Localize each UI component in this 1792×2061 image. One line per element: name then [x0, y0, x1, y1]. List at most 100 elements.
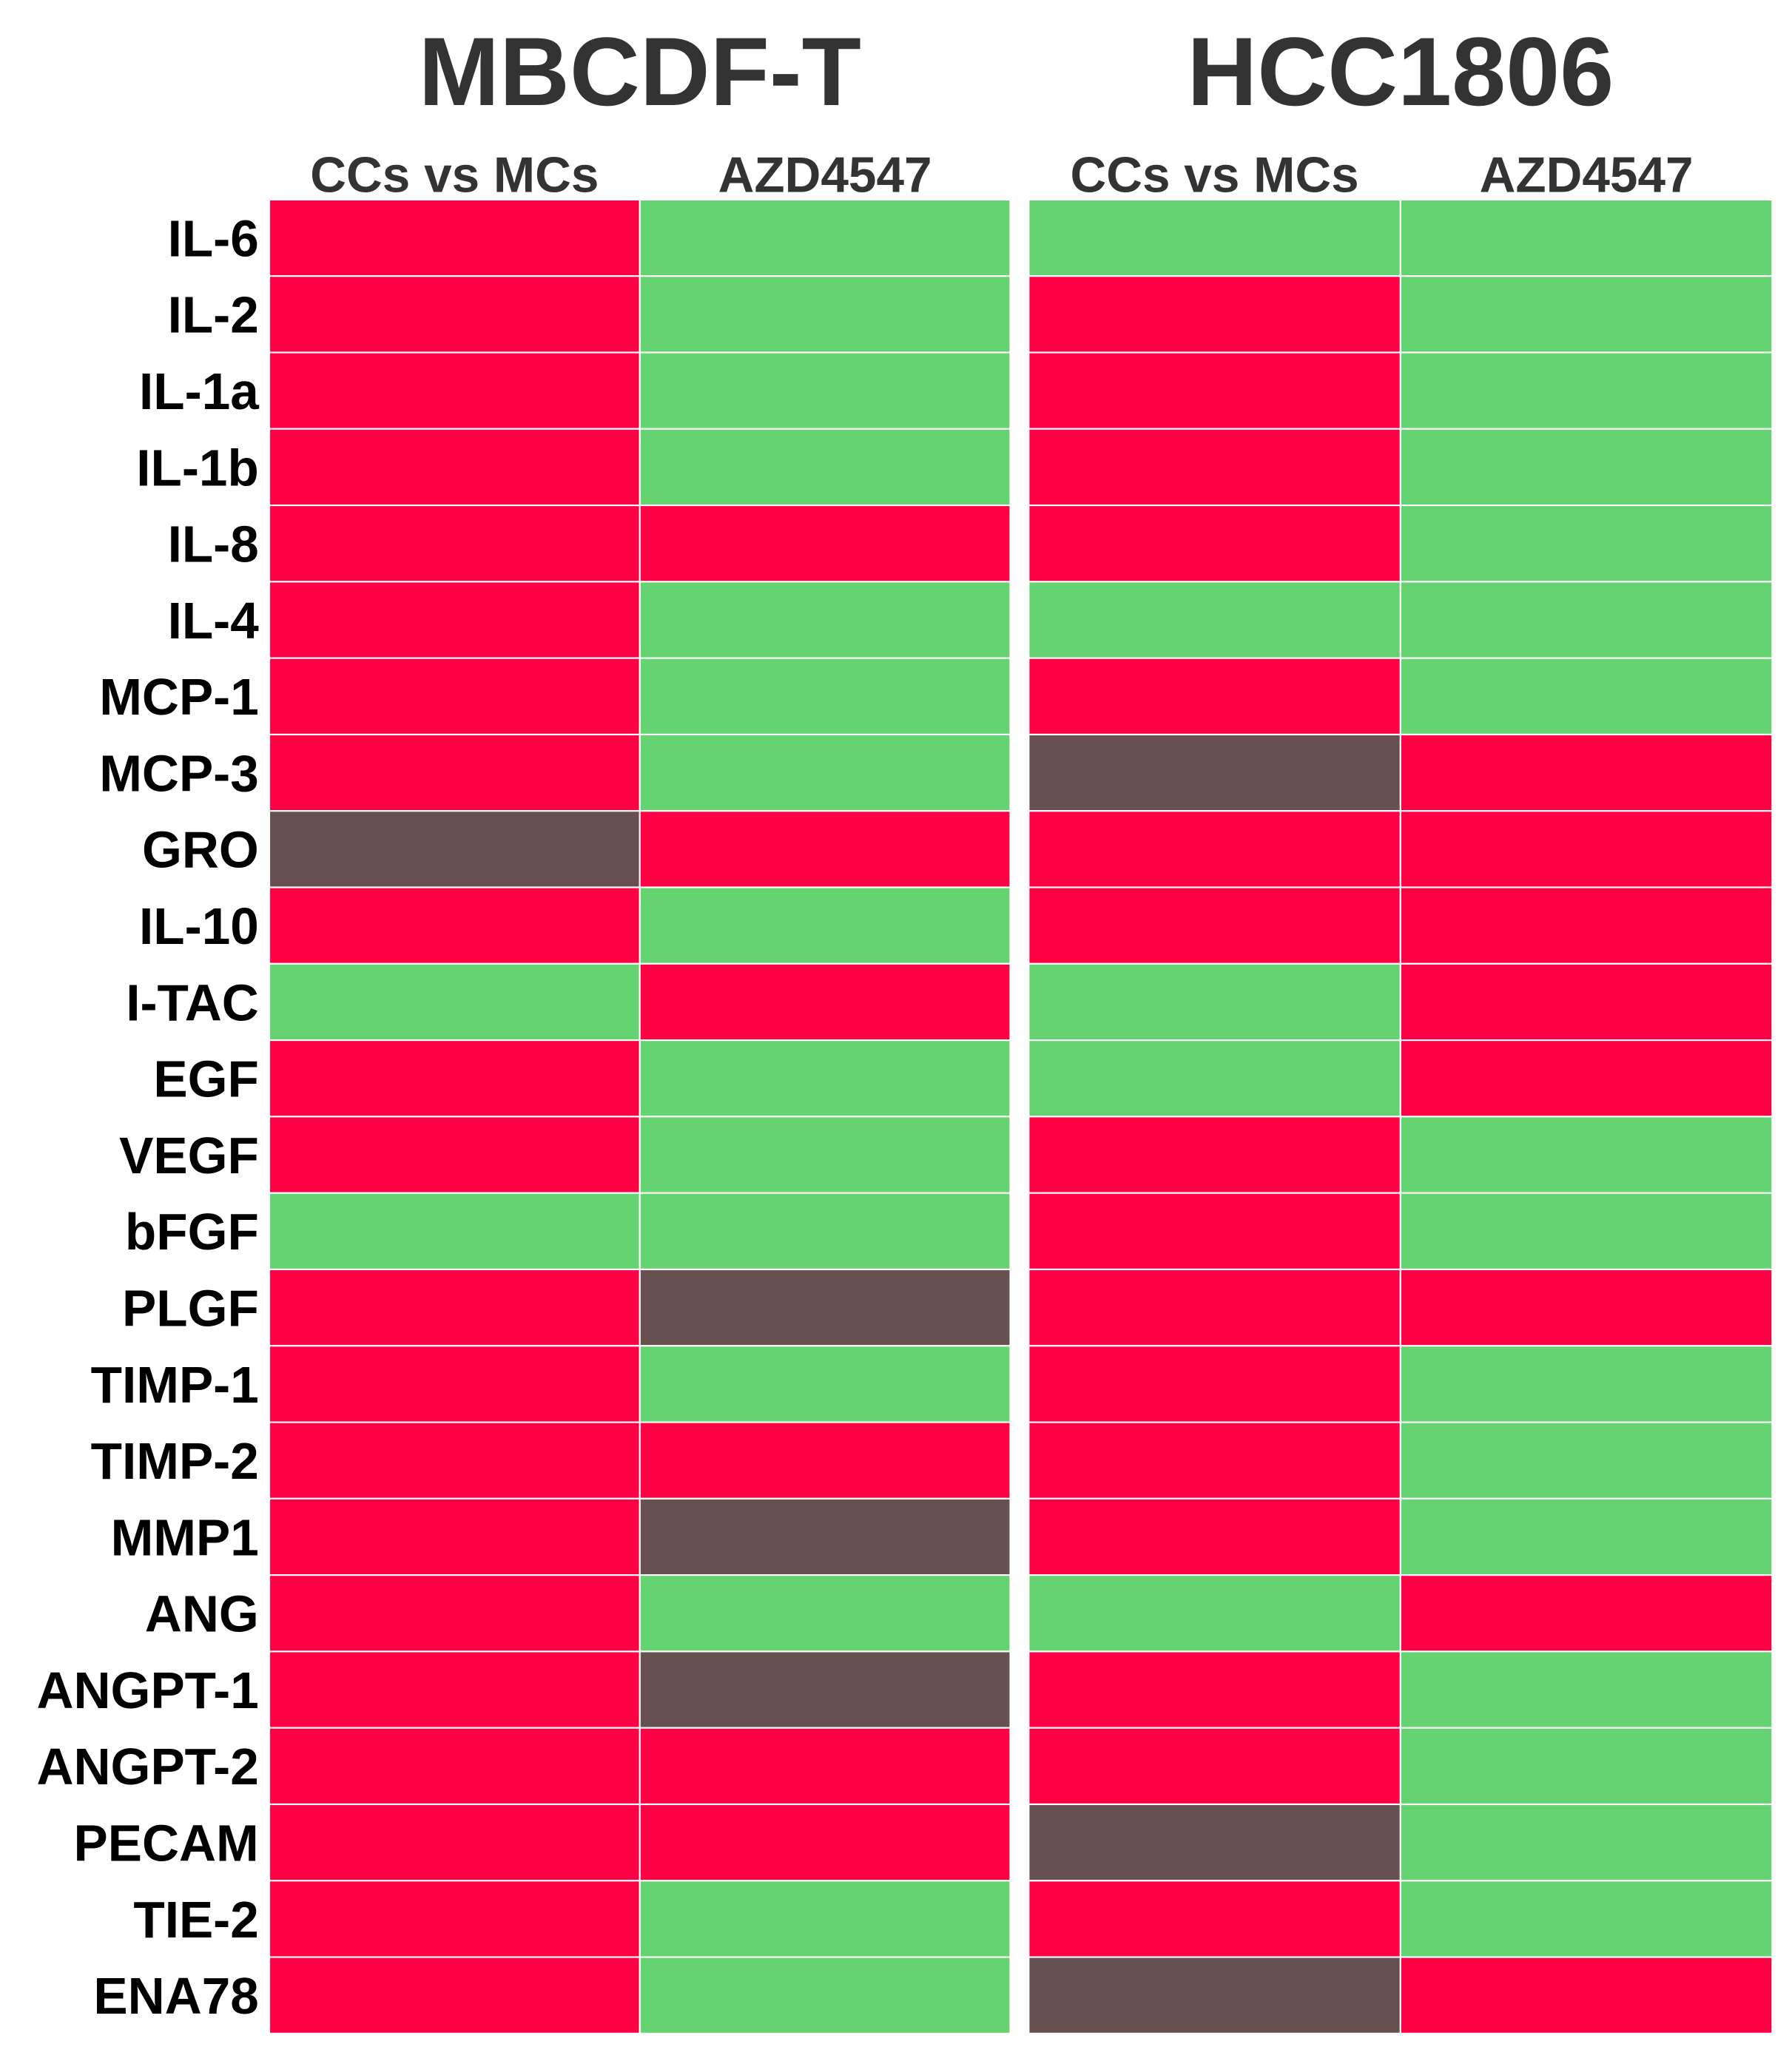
cell-angpt-2-col-2: [639, 1727, 1011, 1806]
cell-angpt-1-col-1: [268, 1650, 641, 1729]
cell-il-2-col-2: [639, 275, 1011, 354]
cell-mmp1-col-4: [1399, 1497, 1774, 1576]
cell-timp-1-col-4: [1399, 1345, 1774, 1423]
cell-plgf-col-1: [268, 1268, 641, 1347]
cell-timp-2-col-3: [1028, 1421, 1401, 1500]
column-label: CCs vs MCs: [1071, 147, 1359, 203]
cell-il-2-col-1: [268, 275, 641, 354]
cell-il-6-col-1: [268, 198, 641, 277]
cell-timp-1-col-2: [639, 1345, 1011, 1423]
cell-mcp-3-col-2: [639, 733, 1011, 812]
row-label: IL-4: [168, 592, 260, 650]
row-label: GRO: [142, 821, 259, 879]
cell-angpt-1-col-3: [1028, 1650, 1401, 1729]
row-label: ANGPT-1: [36, 1662, 258, 1719]
cell-il-1b-col-2: [639, 428, 1011, 507]
cell-pecam-col-2: [639, 1803, 1011, 1882]
cell-angpt-1-col-2: [639, 1650, 1011, 1729]
cell-gro-col-4: [1399, 810, 1774, 888]
cell-il-8-col-4: [1399, 504, 1774, 583]
cell-gro-col-3: [1028, 810, 1401, 888]
cell-vegf-col-1: [268, 1116, 641, 1194]
cell-ena78-col-3: [1028, 1956, 1401, 2034]
cell-il-8-col-1: [268, 504, 641, 583]
row-label: ANGPT-2: [36, 1738, 258, 1795]
cell-angpt-1-col-4: [1399, 1650, 1774, 1729]
cell-tie-2-col-2: [639, 1880, 1011, 1958]
cell-mmp1-col-3: [1028, 1497, 1401, 1576]
cell-mcp-3-col-4: [1399, 733, 1774, 812]
cell-ena78-col-4: [1399, 1956, 1774, 2034]
cell-plgf-col-3: [1028, 1268, 1401, 1347]
cell-mcp-3-col-1: [268, 733, 641, 812]
column-label: AZD4547: [718, 147, 932, 203]
row-label: TIMP-2: [91, 1432, 259, 1490]
group-titles: MBCDF-T HCC1806: [419, 17, 1614, 126]
row-label: MCP-1: [99, 668, 259, 726]
row-label: ENA78: [93, 1967, 258, 2025]
cell-il-2-col-3: [1028, 275, 1401, 354]
cell-timp-2-col-4: [1399, 1421, 1774, 1500]
row-label: IL-6: [168, 209, 259, 267]
cell-pecam-col-4: [1399, 1803, 1774, 1882]
group-title: HCC1806: [1187, 17, 1614, 126]
cell-il-1a-col-3: [1028, 351, 1401, 430]
group-title: MBCDF-T: [419, 17, 861, 126]
column-labels: CCs vs MCs AZD4547 CCs vs MCs AZD4547: [310, 147, 1693, 203]
cell-plgf-col-4: [1399, 1268, 1774, 1347]
cell-ena78-col-2: [639, 1956, 1011, 2034]
cell-ang-col-2: [639, 1574, 1011, 1653]
cell-vegf-col-4: [1399, 1116, 1774, 1194]
row-label: ANG: [145, 1585, 259, 1643]
cell-timp-2-col-1: [268, 1421, 641, 1500]
cell-mcp-3-col-3: [1028, 733, 1401, 812]
cell-tie-2-col-1: [268, 1880, 641, 1958]
cell-egf-col-2: [639, 1039, 1011, 1118]
row-label: MMP1: [111, 1508, 259, 1566]
cell-il-1a-col-1: [268, 351, 641, 430]
cell-il-1b-col-4: [1399, 428, 1774, 507]
cell-ang-col-4: [1399, 1574, 1774, 1653]
cell-egf-col-4: [1399, 1039, 1774, 1118]
row-label: MCP-3: [99, 744, 259, 802]
cell-il-10-col-4: [1399, 886, 1774, 965]
cell-il-1a-col-2: [639, 351, 1011, 430]
cell-i-tac-col-4: [1399, 962, 1774, 1042]
column-label: CCs vs MCs: [310, 147, 599, 203]
row-label: I-TAC: [126, 974, 259, 1031]
row-label: TIMP-1: [91, 1356, 259, 1414]
cell-tie-2-col-4: [1399, 1880, 1774, 1958]
cell-il-4-col-3: [1028, 581, 1401, 659]
cell-mmp1-col-2: [639, 1497, 1011, 1576]
cell-il-4-col-2: [639, 581, 1011, 659]
cell-il-10-col-3: [1028, 886, 1401, 965]
cell-vegf-col-3: [1028, 1116, 1401, 1194]
cell-ang-col-1: [268, 1574, 641, 1653]
cell-plgf-col-2: [639, 1268, 1011, 1347]
cell-ang-col-3: [1028, 1574, 1401, 1653]
cell-timp-1-col-1: [268, 1345, 641, 1423]
cell-bfgf-col-2: [639, 1192, 1011, 1271]
cell-angpt-2-col-4: [1399, 1727, 1774, 1806]
cell-pecam-col-3: [1028, 1803, 1401, 1882]
cell-bfgf-col-3: [1028, 1192, 1401, 1271]
cell-il-2-col-4: [1399, 275, 1774, 354]
cell-gro-col-1: [268, 810, 641, 888]
row-label: EGF: [153, 1050, 258, 1108]
cell-il-1b-col-1: [268, 428, 641, 507]
cell-il-4-col-4: [1399, 581, 1774, 659]
cell-bfgf-col-1: [268, 1192, 641, 1271]
cell-mcp-1-col-1: [268, 657, 641, 735]
row-label: IL-2: [168, 286, 259, 344]
row-label: VEGF: [119, 1127, 259, 1184]
row-label: IL-10: [139, 897, 259, 955]
cell-il-4-col-1: [268, 581, 641, 659]
cell-il-1a-col-4: [1399, 351, 1774, 430]
cell-i-tac-col-1: [268, 962, 641, 1042]
cell-egf-col-1: [268, 1039, 641, 1118]
cell-il-10-col-1: [268, 886, 641, 965]
cell-bfgf-col-4: [1399, 1192, 1774, 1271]
cell-il-6-col-3: [1028, 198, 1401, 277]
cell-vegf-col-2: [639, 1116, 1011, 1194]
